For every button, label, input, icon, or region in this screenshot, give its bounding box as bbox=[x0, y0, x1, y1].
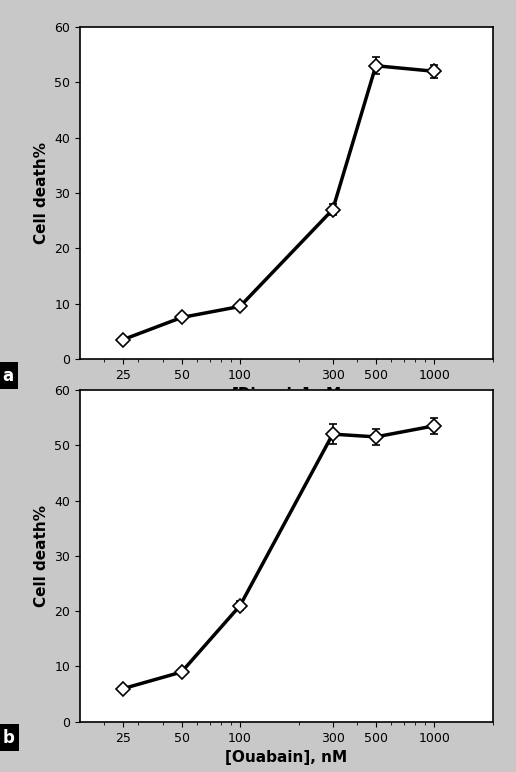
Y-axis label: Cell death%: Cell death% bbox=[34, 505, 49, 607]
Y-axis label: Cell death%: Cell death% bbox=[34, 142, 49, 244]
Text: b: b bbox=[3, 729, 14, 747]
Text: a: a bbox=[3, 367, 14, 384]
X-axis label: [Digoxin],nM: [Digoxin],nM bbox=[231, 388, 342, 402]
X-axis label: [Ouabain], nM: [Ouabain], nM bbox=[225, 750, 347, 765]
